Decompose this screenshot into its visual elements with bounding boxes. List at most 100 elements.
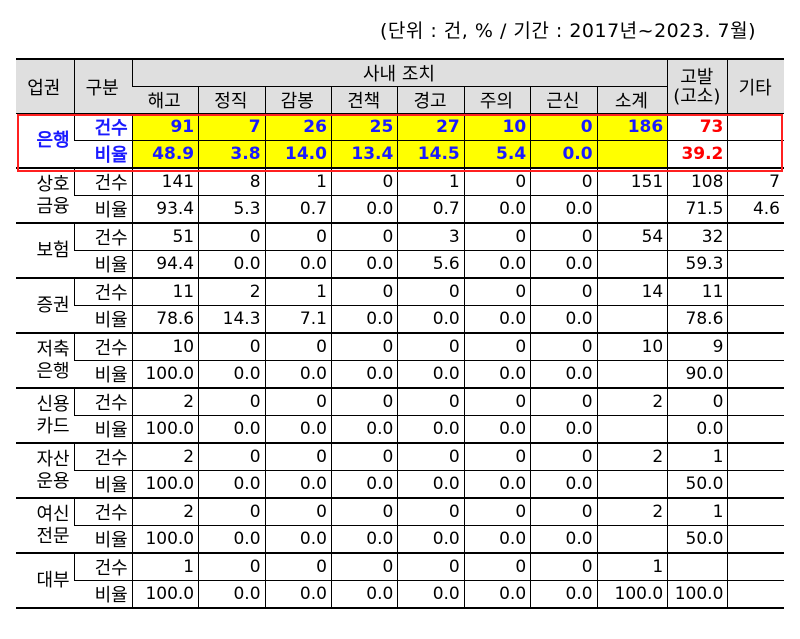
sector-label-line: 저축 — [36, 338, 70, 360]
table-cell — [727, 498, 784, 526]
table-cell: 0 — [530, 553, 598, 581]
row-kind-label: 비율 — [74, 470, 133, 499]
table-cell — [596, 360, 668, 389]
table-cell — [667, 553, 728, 581]
table-cell: 8 — [198, 168, 266, 196]
table-cell: 0.0 — [397, 305, 465, 334]
table-row: 비율 48.9 3.8 14.0 13.4 14.5 5.4 0.0 39.2 — [16, 140, 784, 169]
table-cell: 59.3 — [667, 250, 728, 279]
table-cell: 50.0 — [667, 525, 728, 554]
sector-label-line: 보험 — [36, 239, 70, 261]
sector-label-line: 상호 — [36, 173, 70, 195]
table-cell: 100.0 — [131, 415, 199, 444]
table-row: 대부 건수 1 0 0 0 0 0 0 1 — [16, 553, 784, 609]
table-row: 비율 100.0 0.0 0.0 0.0 0.0 0.0 0.0 50.0 — [16, 470, 784, 499]
table-cell: 0.0 — [530, 140, 598, 169]
table-cell: 0 — [330, 553, 398, 581]
header-col-1: 정직 — [198, 86, 266, 114]
table-cell: 1 — [264, 168, 332, 196]
table-row: 상호 금융 건수 141 8 1 0 1 0 0 151 108 7 — [16, 168, 784, 224]
table-cell: 0.0 — [198, 360, 266, 389]
table-cell: 0.0 — [530, 250, 598, 279]
table-cell: 7 — [198, 113, 266, 141]
table-cell: 0 — [530, 333, 598, 361]
table-cell: 10 — [596, 333, 668, 361]
table-cell: 78.6 — [131, 305, 199, 334]
table-cell: 0.0 — [330, 195, 398, 224]
table-cell: 0 — [198, 223, 266, 251]
header-complaint-line: (고소) — [673, 85, 721, 107]
row-kind-label: 건수 — [73, 388, 133, 416]
table-cell: 14 — [596, 278, 668, 306]
row-kind-label: 건수 — [73, 553, 133, 581]
table-cell: 0.0 — [463, 195, 531, 224]
table-row: 비율 100.0 0.0 0.0 0.0 0.0 0.0 0.0 90.0 — [16, 360, 784, 389]
table-cell: 0.0 — [530, 415, 598, 444]
table-cell: 0 — [264, 388, 332, 416]
table-row: 자산 운용 건수 2 0 0 0 0 0 0 2 1 — [16, 443, 784, 499]
table-cell: 0 — [198, 553, 266, 581]
row-kind-label: 비율 — [74, 525, 133, 554]
table-cell — [727, 223, 784, 251]
table-cell: 0.0 — [463, 525, 531, 554]
table-cell: 0.0 — [397, 525, 465, 554]
table-row: 비율 93.4 5.3 0.7 0.0 0.7 0.0 0.0 71.5 4.6 — [16, 195, 784, 224]
table-cell: 141 — [131, 168, 199, 196]
table-cell: 1 — [596, 553, 668, 581]
table-cell: 9 — [667, 333, 728, 361]
table-cell: 0.0 — [667, 415, 728, 444]
table-cell: 1 — [667, 443, 728, 471]
sector-label-line: 은행 — [36, 129, 70, 151]
sector-label-line: 대부 — [36, 569, 70, 591]
table-cell: 108 — [667, 168, 728, 196]
table-cell: 7 — [727, 168, 784, 196]
table-cell: 151 — [596, 168, 668, 196]
table-cell: 10 — [463, 113, 531, 141]
sector-label-line: 신용 — [36, 393, 70, 415]
table-cell: 0.0 — [198, 525, 266, 554]
table-cell: 100.0 — [131, 580, 199, 609]
table-cell: 0.0 — [264, 250, 332, 279]
table-cell: 0.0 — [463, 415, 531, 444]
table-cell: 5.6 — [397, 250, 465, 279]
table-cell: 2 — [131, 388, 199, 416]
row-kind-label: 건수 — [73, 223, 133, 251]
table-cell: 0.0 — [530, 580, 598, 609]
table-cell: 0 — [397, 553, 465, 581]
table-row: 비율 78.6 14.3 7.1 0.0 0.0 0.0 0.0 78.6 — [16, 305, 784, 334]
table-cell — [727, 388, 784, 416]
table-cell: 0.0 — [198, 580, 266, 609]
header-col-2: 감봉 — [264, 86, 332, 114]
sector-label: 증권 — [16, 278, 75, 334]
table-cell: 0.0 — [397, 580, 465, 609]
table-cell: 0 — [264, 498, 332, 526]
table-cell: 0.0 — [530, 525, 598, 554]
header-col-0: 해고 — [132, 86, 199, 114]
table-cell: 0 — [530, 113, 598, 141]
table-cell: 0 — [463, 443, 531, 471]
table-cell: 0.0 — [264, 525, 332, 554]
table-cell: 91 — [131, 113, 199, 141]
table-cell: 0.0 — [198, 470, 266, 499]
table-cell: 0 — [463, 333, 531, 361]
table-cell — [727, 278, 784, 306]
table-cell: 14.0 — [264, 140, 332, 169]
table-cell: 0 — [530, 223, 598, 251]
table-cell: 1 — [397, 168, 465, 196]
table-cell: 100.0 — [131, 525, 199, 554]
header-complaint: 고발 (고소) — [667, 58, 728, 114]
table-cell: 0 — [463, 168, 531, 196]
table-cell — [596, 140, 668, 169]
header-col-7: 소계 — [596, 86, 668, 114]
table-cell: 0.0 — [330, 580, 398, 609]
table-cell: 0 — [330, 333, 398, 361]
table-cell: 0 — [264, 443, 332, 471]
table-cell: 0 — [198, 333, 266, 361]
table-cell: 0 — [264, 223, 332, 251]
table-cell — [727, 580, 784, 609]
table-row: 비율 100.0 0.0 0.0 0.0 0.0 0.0 0.0 50.0 — [16, 525, 784, 554]
table-row: 비율 100.0 0.0 0.0 0.0 0.0 0.0 0.0 0.0 — [16, 415, 784, 444]
table-row: 비율 94.4 0.0 0.0 0.0 5.6 0.0 0.0 59.3 — [16, 250, 784, 279]
table-row: 보험 건수 51 0 0 0 3 0 0 54 32 — [16, 223, 784, 279]
table-cell: 0.0 — [463, 360, 531, 389]
